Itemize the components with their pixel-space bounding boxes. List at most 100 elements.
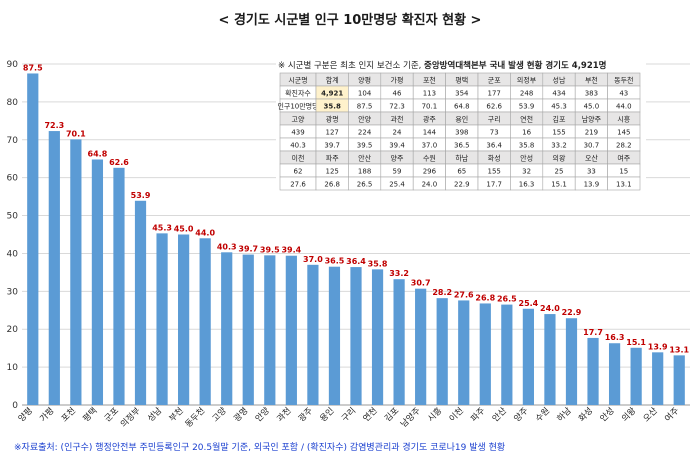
table-header-cell: 평택 [455,76,468,85]
bar [630,347,642,405]
table-cell: 383 [585,90,598,98]
x-tick-label: 광명 [232,405,251,424]
table-header-cell: 연천 [520,115,533,124]
table-header-cell: 하남 [455,154,468,163]
bar [113,167,125,405]
x-tick-label: 시흥 [425,405,444,424]
bar [328,266,341,405]
table-cell: 62.6 [486,103,502,111]
table-cell: 26.5 [357,181,373,189]
table-header-cell: 김포 [553,116,566,124]
table-cell-bg [607,176,641,191]
bar [134,200,147,405]
table-cell: 125 [326,168,339,176]
data-label: 24.0 [540,304,560,313]
x-tick-label: 안산 [490,405,509,424]
y-tick-label: 70 [7,136,19,146]
bar [415,288,427,405]
table-header-cell: 광명 [326,115,339,124]
x-tick-label: 김포 [382,405,401,424]
data-label: 40.3 [217,242,237,251]
table-cell: 28.2 [616,142,632,150]
table-cell: 127 [326,129,339,137]
table-header-cell: 안산 [358,154,371,163]
x-tick-label: 화성 [577,406,595,424]
table-cell: 70.1 [422,103,438,111]
x-tick-label: 오산 [641,405,660,424]
bar [27,73,39,405]
bar [91,159,104,405]
table-cell: 46 [393,90,402,98]
data-label: 13.9 [648,342,668,351]
table-header-cell: 광주 [423,116,436,124]
table-cell: 224 [358,129,372,137]
table-header-cell: 고양 [292,116,305,124]
bar [264,255,276,405]
bar [242,254,254,405]
bar [522,308,534,405]
y-tick-label: 0 [12,401,18,411]
table-header-cell: 가평 [391,76,404,85]
table-header-cell: 여주 [617,154,630,163]
table-cell: 188 [358,168,371,176]
table-cell: 33 [587,168,596,176]
table-header-cell: 오산 [585,154,598,163]
data-label: 39.7 [238,245,258,254]
table-cell: 398 [455,129,468,137]
table-cell: 24.0 [422,181,438,189]
x-tick-label: 성남 [146,406,164,424]
data-label: 45.0 [174,225,194,234]
bar [608,343,621,405]
x-tick-label: 부천 [167,405,186,424]
data-label: 27.6 [454,290,474,299]
table-cell: 72.3 [389,103,405,111]
table-header-cell: 화성 [488,154,501,163]
table-cell: 33.2 [551,142,567,150]
x-tick-label: 남양주 [398,405,422,429]
x-tick-label: 안성 [598,405,617,424]
table-cell: 39.5 [357,142,373,150]
x-tick-label: 과천 [275,405,294,424]
table-header-cell: 안양 [358,115,371,124]
table-header-cell: 군포 [488,77,501,85]
table-cell: 248 [520,90,533,98]
data-label: 26.5 [497,295,517,304]
table-cell: 43 [619,90,628,98]
x-tick-label: 동두천 [183,405,207,429]
table-cell: 104 [358,90,372,98]
bar [393,279,405,405]
table-cell: 25.4 [389,181,405,189]
table-cell: 155 [488,168,501,176]
data-table: ※ 시군별 구분은 최초 인지 보건소 기준, 중앙방역대책본부 국내 발생 현… [276,56,646,195]
data-label: 70.1 [66,129,86,138]
y-tick-label: 40 [7,249,19,259]
bar [221,252,233,405]
table-note-prefix: ※ 시군별 구분은 최초 인지 보건소 기준, [278,60,424,71]
table-header-cell: 성남 [553,76,566,85]
table-cell: 45.0 [584,103,600,111]
bar [544,314,556,405]
y-tick-label: 80 [7,98,19,108]
table-cell: 39.4 [389,142,405,150]
table-cell: 36.5 [454,142,470,150]
table-header-cell: 구리 [488,115,501,124]
bar [673,355,685,405]
table-cell: 64.8 [454,103,470,111]
table-cell: 37.0 [422,142,438,150]
table-header-cell: 용인 [455,115,468,124]
table-cell: 36.4 [486,142,502,150]
chart-title: < 경기도 시군별 인구 10만명당 확진자 현황 > [219,12,482,28]
x-tick-label: 여주 [663,405,682,424]
bar [436,298,448,405]
x-tick-label: 가평 [38,405,57,424]
table-cell: 35.8 [324,103,341,111]
x-tick-label: 연천 [361,405,380,424]
bar [458,300,470,405]
table-header-cell: 의정부 [517,76,537,85]
x-tick-label: 의왕 [619,405,638,424]
bar [178,234,190,405]
x-tick-label: 양주 [512,405,531,424]
x-tick-label: 광주 [296,405,315,424]
